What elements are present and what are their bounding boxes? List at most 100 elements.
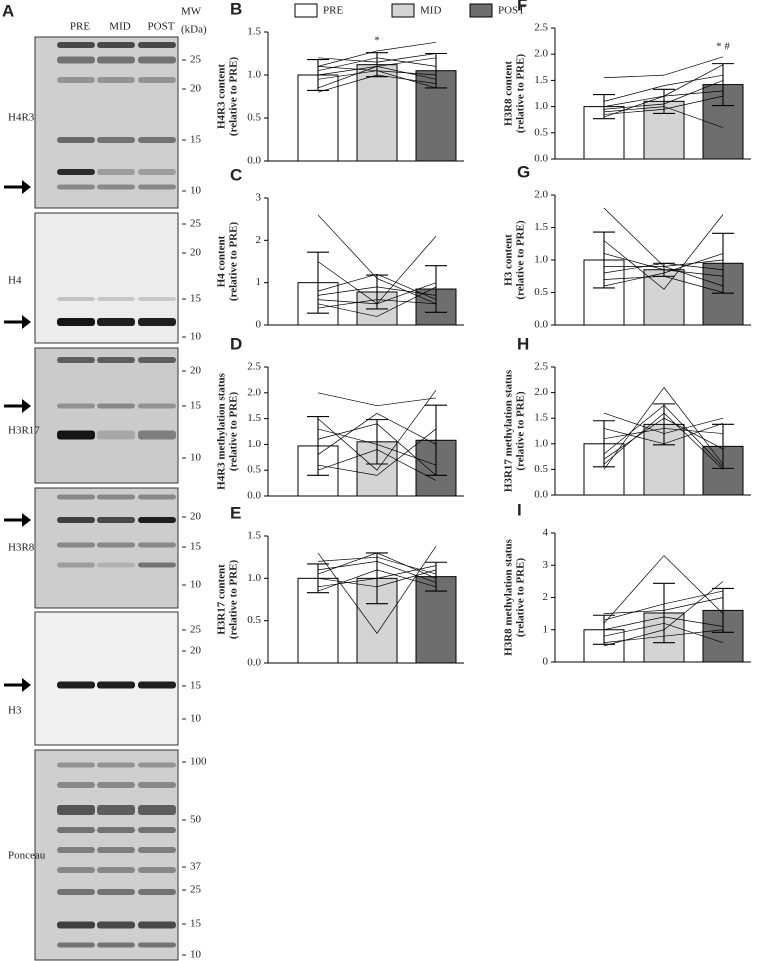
- y-axis-label: (relative to PRE): [515, 220, 527, 300]
- y-tick-label: 1.0: [534, 100, 548, 112]
- y-tick-label: 2.5: [534, 22, 548, 34]
- error-bar: [593, 231, 615, 289]
- band: [57, 562, 95, 568]
- band: [57, 517, 95, 523]
- y-axis-label: (relative to PRE): [515, 391, 527, 471]
- legend-label: PRE: [323, 5, 343, 17]
- mw-label: 100: [190, 756, 207, 768]
- band: [138, 403, 176, 409]
- blot-label: Ponceau: [8, 850, 46, 862]
- band: [97, 318, 135, 326]
- error-bar: [307, 58, 329, 92]
- band: [57, 827, 95, 833]
- legend-swatch: [391, 3, 415, 18]
- subject-line: [603, 214, 724, 290]
- band: [57, 297, 95, 301]
- band: [138, 517, 176, 523]
- lane-label: PRE: [70, 21, 90, 33]
- legend-label: MID: [420, 5, 441, 17]
- y-axis-label: H4R3 methylation status: [216, 372, 228, 489]
- y-tick-label: 1.5: [247, 26, 261, 38]
- error-bar: [653, 582, 675, 644]
- band: [97, 297, 135, 301]
- arrow-head: [22, 315, 31, 329]
- error-bar: [366, 552, 388, 605]
- mw-label: 15: [190, 680, 202, 692]
- mw-label: 15: [190, 918, 202, 930]
- y-tick-label: 1.5: [534, 74, 548, 86]
- band: [97, 805, 135, 815]
- panel-letter: A: [2, 1, 14, 20]
- bar: [356, 64, 398, 162]
- band: [138, 921, 176, 929]
- band: [97, 42, 135, 48]
- y-tick-label: 0.5: [534, 463, 548, 475]
- band: [57, 762, 95, 768]
- blot-image: [34, 611, 179, 746]
- y-axis-label: H4R3 content: [216, 64, 228, 129]
- y-tick-label: 2: [543, 591, 549, 603]
- y-tick-label: 2.0: [534, 48, 548, 60]
- error-bar: [653, 262, 675, 277]
- band: [97, 847, 135, 853]
- band: [97, 942, 135, 948]
- y-tick-label: 1.5: [247, 412, 261, 424]
- subject-line: [317, 41, 437, 67]
- mw-label: 25: [190, 884, 202, 896]
- band: [97, 762, 135, 768]
- blot-image: [34, 36, 179, 209]
- band: [57, 847, 95, 853]
- band: [97, 430, 135, 440]
- subject-line: [603, 74, 724, 102]
- band: [57, 867, 95, 873]
- error-bar: [712, 587, 734, 633]
- y-tick-label: 3: [256, 192, 262, 204]
- band: [57, 77, 95, 83]
- mw-label: 15: [190, 541, 202, 553]
- subject-line: [603, 56, 724, 79]
- band: [97, 77, 135, 83]
- y-axis-label: (relative to PRE): [228, 222, 240, 302]
- y-tick-label: 2.5: [247, 361, 261, 373]
- blot-panel: PRE MID POST MW (kDa) H4R3 25 20 15 10 H4 25 20 15 10 H…: [4, 6, 207, 961]
- band: [57, 942, 95, 948]
- band: [138, 42, 176, 48]
- y-tick-label: 0.0: [247, 490, 261, 502]
- band: [57, 169, 95, 175]
- band: [97, 562, 135, 568]
- error-bar: [366, 52, 388, 78]
- mw-title: MW: [181, 6, 202, 18]
- y-axis-label: (relative to PRE): [515, 558, 527, 638]
- band: [97, 184, 135, 190]
- y-tick-label: 1.5: [534, 412, 548, 424]
- band: [97, 921, 135, 929]
- y-tick-label: 0.5: [247, 614, 261, 626]
- band: [138, 827, 176, 833]
- mw-label: 10: [190, 452, 202, 464]
- subject-line: [317, 428, 437, 476]
- y-axis-label: H3R17 content: [216, 564, 228, 635]
- y-tick-label: 2.0: [534, 189, 548, 201]
- subject-line: [317, 390, 437, 471]
- band: [97, 782, 135, 788]
- mw-label: 25: [190, 218, 202, 230]
- band: [57, 357, 95, 363]
- y-tick-label: 0.0: [247, 155, 261, 167]
- band: [57, 782, 95, 788]
- band: [138, 297, 176, 301]
- band: [97, 494, 135, 500]
- y-tick-label: 2.5: [534, 361, 548, 373]
- band: [57, 137, 95, 143]
- band: [57, 184, 95, 190]
- bar: [643, 269, 685, 326]
- band: [138, 318, 176, 326]
- error-bar: [653, 88, 675, 114]
- band: [97, 867, 135, 873]
- band: [57, 542, 95, 548]
- band: [97, 827, 135, 833]
- band: [97, 542, 135, 548]
- blot-image: [34, 487, 179, 609]
- error-bar: [425, 561, 447, 592]
- band: [97, 137, 135, 143]
- error-bar: [425, 52, 447, 89]
